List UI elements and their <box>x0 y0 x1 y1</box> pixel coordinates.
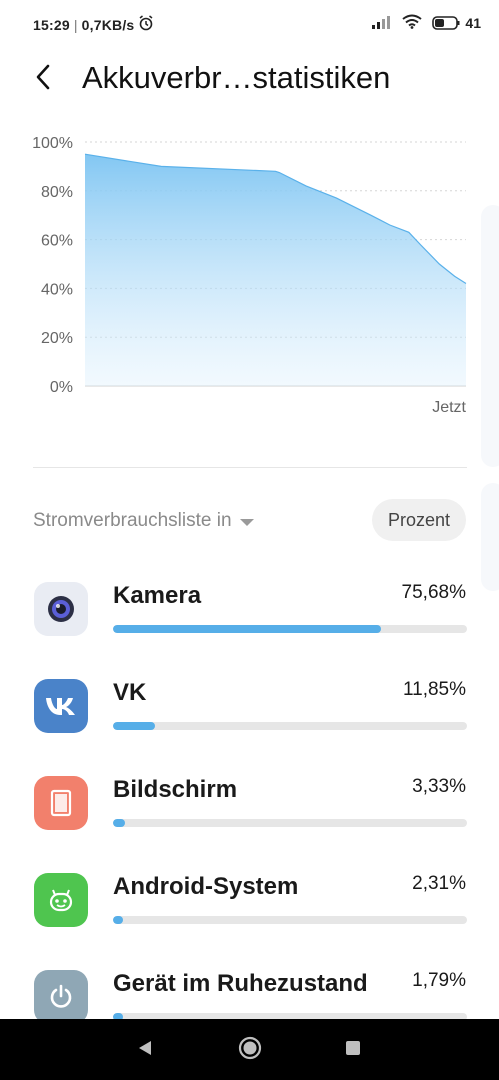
y-tick-label: 100% <box>32 135 73 152</box>
battery-chart: 100% 80% 60% 40% 20% 0% Jetzt <box>0 126 499 426</box>
camera-icon <box>34 582 88 636</box>
app-percent: 75,68% <box>401 582 466 603</box>
app-percent: 1,79% <box>412 970 466 991</box>
usage-bar-fill <box>113 722 155 730</box>
usage-bar-track <box>113 819 467 827</box>
y-tick-label: 0% <box>50 379 73 396</box>
wifi-icon <box>402 14 423 32</box>
list-type-dropdown[interactable]: Stromverbrauchsliste in <box>33 510 254 532</box>
app-name: Android-System <box>113 873 299 900</box>
page-title: Akkuverbr…statistiken <box>82 60 391 95</box>
screen-icon <box>34 776 88 830</box>
app-row[interactable]: Gerät im Ruhezustand 1,79% <box>0 960 499 1056</box>
app-name: Kamera <box>113 582 202 609</box>
nav-back-button[interactable] <box>130 1035 160 1065</box>
vk-icon <box>34 679 88 733</box>
usage-bar-track <box>113 1013 467 1021</box>
caret-down-icon <box>239 518 254 526</box>
battery-icon: 41 <box>432 15 481 31</box>
usage-bar-fill <box>113 1013 123 1021</box>
app-name: VK <box>113 679 147 706</box>
status-bar: 15:29 | 0,7KB/s 41 <box>0 0 499 46</box>
y-tick-label: 80% <box>41 184 73 201</box>
battery-level-line <box>84 153 467 285</box>
nav-recents-button[interactable] <box>338 1035 368 1065</box>
app-row[interactable]: Kamera 75,68% <box>0 572 499 668</box>
x-tick-label-now: Jetzt <box>432 399 466 416</box>
network-speed: 0,7KB/s <box>81 16 135 33</box>
y-tick-label: 40% <box>41 281 73 298</box>
status-time: 15:29 <box>33 16 70 33</box>
recents-square-icon <box>345 1040 361 1061</box>
y-tick-label: 20% <box>41 330 73 347</box>
app-name: Gerät im Ruhezustand <box>113 970 368 997</box>
app-row[interactable]: VK 11,85% <box>0 669 499 765</box>
side-edge-handle-top <box>481 205 499 467</box>
unit-toggle-button[interactable]: Prozent <box>371 499 466 541</box>
android-icon <box>34 873 88 927</box>
status-right: 41 <box>372 14 481 32</box>
app-percent: 2,31% <box>412 873 466 894</box>
status-separator: | <box>73 16 78 33</box>
battery-level-area <box>85 154 466 386</box>
list-title-label: Stromverbrauchsliste in <box>33 510 232 531</box>
usage-bar-track <box>113 916 467 924</box>
power-icon <box>34 970 88 1024</box>
battery-chart-svg: 100% 80% 60% 40% 20% 0% Jetzt <box>32 135 467 416</box>
app-row[interactable]: Android-System 2,31% <box>0 863 499 959</box>
status-left: 15:29 | 0,7KB/s <box>33 15 154 34</box>
usage-bar-track <box>113 722 467 730</box>
back-triangle-icon <box>137 1040 153 1061</box>
divider <box>33 467 467 468</box>
app-percent: 3,33% <box>412 776 466 797</box>
nav-home-button[interactable] <box>235 1035 265 1065</box>
navigation-bar <box>0 1019 499 1080</box>
app-name: Bildschirm <box>113 776 238 803</box>
app-percent: 11,85% <box>402 679 466 700</box>
alarm-icon <box>138 15 154 34</box>
side-edge-handle-bottom <box>481 483 499 591</box>
list-header: Stromverbrauchsliste in Prozent <box>0 497 499 543</box>
usage-bar-fill <box>113 625 381 633</box>
usage-bar-track <box>113 625 467 633</box>
back-button[interactable] <box>26 62 60 96</box>
header: Akkuverbr…statistiken <box>0 56 499 106</box>
battery-level: 41 <box>465 15 481 31</box>
home-circle-icon <box>238 1036 262 1065</box>
usage-bar-fill <box>113 916 123 924</box>
usage-bar-fill <box>113 819 125 827</box>
app-row[interactable]: Bildschirm 3,33% <box>0 766 499 862</box>
arrow-left-icon <box>34 64 52 95</box>
y-tick-label: 60% <box>41 233 73 250</box>
signal-icon <box>372 15 392 32</box>
